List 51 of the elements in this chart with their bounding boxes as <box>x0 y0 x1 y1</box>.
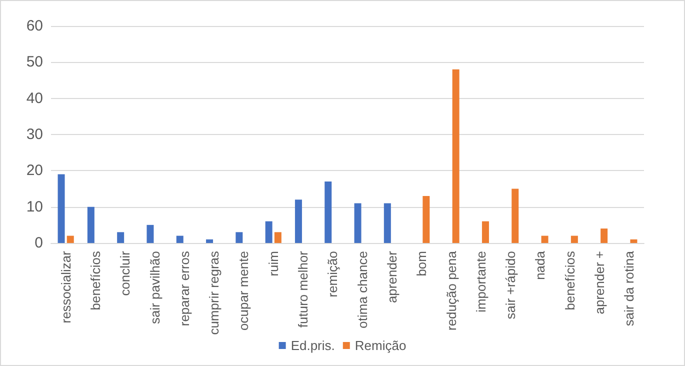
bar <box>58 174 65 243</box>
bar <box>206 239 214 243</box>
legend-label: Remição <box>354 338 406 353</box>
x-tick-label: bom <box>414 251 430 276</box>
x-tick-label: redução pena <box>444 250 459 331</box>
bar <box>176 236 184 243</box>
x-tick-label: sair da rotina <box>622 250 637 326</box>
bar <box>274 232 282 243</box>
legend-label: Ed.pris. <box>290 338 335 353</box>
x-tick-label: ressocializar <box>58 250 74 324</box>
bar <box>541 236 548 243</box>
bar <box>236 232 243 243</box>
y-tick-label: 40 <box>26 90 43 107</box>
bar <box>630 239 638 243</box>
x-tick-label: benefícios <box>562 250 578 310</box>
bar <box>66 236 74 243</box>
y-tick-label: 10 <box>26 198 43 216</box>
bar <box>294 200 302 243</box>
bar <box>265 221 272 243</box>
x-tick-label: aprender + <box>592 251 608 314</box>
bar <box>482 221 489 243</box>
x-tick-label: reparar erros <box>176 250 192 326</box>
x-tick-label: benefícios <box>88 250 103 310</box>
x-tick-label: sair +rápido <box>503 251 518 320</box>
x-tick-label: remição <box>325 251 340 298</box>
y-tick-label: 0 <box>34 234 43 252</box>
x-tick-label: otima chance <box>354 251 370 328</box>
bar <box>512 188 519 243</box>
x-tick-label: nada <box>532 250 548 280</box>
bar <box>324 182 332 243</box>
y-tick-label: 20 <box>26 162 43 180</box>
x-tick-label: ocupar mente <box>236 251 252 330</box>
x-tick-label: aprender <box>384 250 400 304</box>
bar <box>384 203 391 243</box>
y-tick-label: 60 <box>26 18 43 34</box>
bar <box>87 206 94 243</box>
bar <box>570 236 578 243</box>
bar <box>422 196 430 243</box>
bar <box>600 228 608 243</box>
y-tick-label: 30 <box>26 126 43 143</box>
bar <box>117 232 124 243</box>
bar <box>146 224 154 243</box>
y-tick-label: 50 <box>26 54 43 71</box>
bar <box>452 69 460 243</box>
x-tick-label: importante <box>473 251 488 312</box>
x-tick-label: cumprir regras <box>206 250 222 335</box>
x-tick-label: ruim <box>266 251 281 276</box>
x-tick-label: concluir <box>118 250 133 296</box>
x-tick-label: futuro melhor <box>296 250 311 328</box>
x-tick-label: sair pavilhão <box>147 251 162 324</box>
bar <box>354 203 362 243</box>
